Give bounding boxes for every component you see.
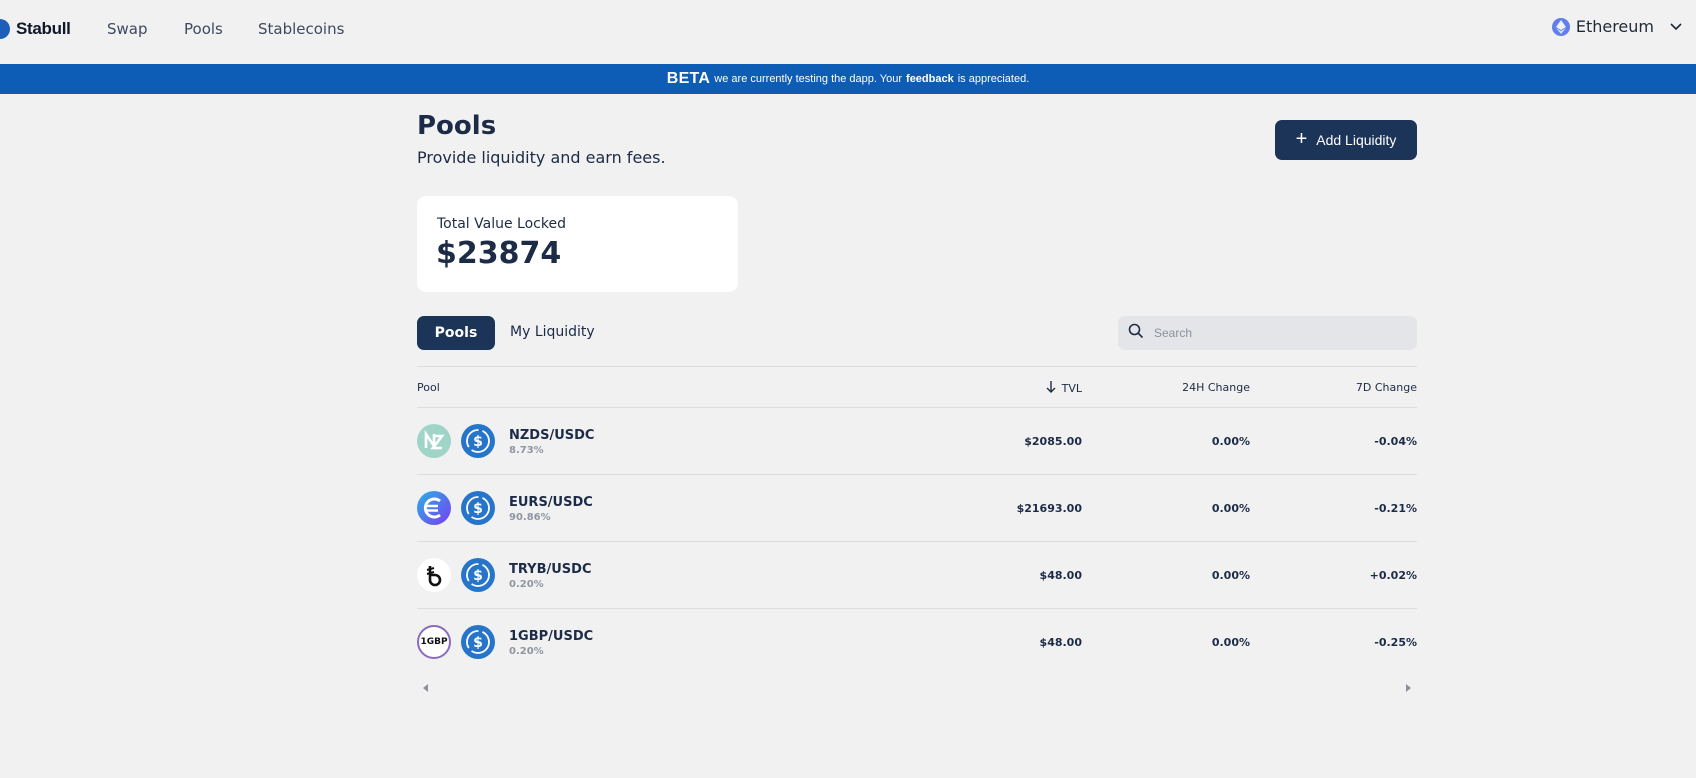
pool-7d-change: -0.21% <box>1374 502 1417 515</box>
eurs-icon <box>417 491 451 525</box>
table-horizontal-scrollbar[interactable] <box>417 677 1417 692</box>
tab-my-liquidity[interactable]: My Liquidity <box>510 324 595 340</box>
pool-pair: TRYB/USDC <box>509 562 592 577</box>
search-box[interactable] <box>1118 316 1417 350</box>
feedback-link[interactable]: feedback <box>906 73 954 85</box>
nzds-icon <box>417 424 451 458</box>
nav-link-swap[interactable]: Swap <box>107 20 148 38</box>
add-liquidity-label: Add Liquidity <box>1316 132 1397 148</box>
brand-logo[interactable]: Stabull <box>0 19 71 39</box>
svg-text:$: $ <box>473 568 483 584</box>
pool-tvl: $48.00 <box>1039 636 1082 649</box>
pool-pair: NZDS/USDC <box>509 428 595 443</box>
brand-name: Stabull <box>16 19 71 38</box>
banner-text-before: we are currently testing the dapp. Your <box>714 73 903 85</box>
1gbp-icon-text: 1GBP <box>420 637 448 647</box>
pool-24h-change: 0.00% <box>1211 569 1250 582</box>
pool-share: 0.20% <box>509 646 544 657</box>
usdc-icon: $ <box>461 424 495 458</box>
pool-24h-change: 0.00% <box>1211 502 1250 515</box>
chevron-down-icon <box>1670 18 1682 36</box>
table-row[interactable]: 1GBP $ 1GBP/USDC 0.20% $48.00 0.00% -0.2… <box>417 609 1417 676</box>
pool-24h-change: 0.00% <box>1211 636 1250 649</box>
nav-link-stablecoins[interactable]: Stablecoins <box>258 20 345 38</box>
table-row[interactable]: $ EURS/USDC 90.86% $21693.00 0.00% -0.21… <box>417 475 1417 542</box>
search-input[interactable] <box>1154 326 1394 340</box>
page-title: Pools <box>417 111 497 141</box>
pool-7d-change: -0.04% <box>1374 435 1417 448</box>
pool-tvl: $2085.00 <box>1024 435 1082 448</box>
pool-tvl: $48.00 <box>1039 569 1082 582</box>
top-nav: Stabull Swap Pools Stablecoins Ethereum <box>0 0 1696 64</box>
nav-link-pools[interactable]: Pools <box>184 20 223 38</box>
network-name: Ethereum <box>1575 17 1654 36</box>
banner-text-after: is appreciated. <box>957 73 1030 85</box>
pool-7d-change: +0.02% <box>1369 569 1417 582</box>
scroll-right-arrow-icon[interactable] <box>1405 679 1411 697</box>
column-header-tvl[interactable]: TVL <box>1046 381 1082 396</box>
pool-7d-change: -0.25% <box>1374 636 1417 649</box>
page-subtitle: Provide liquidity and earn fees. <box>417 148 666 167</box>
tryb-icon <box>417 558 451 592</box>
pools-table: Pool TVL 24H Change 7D Change $ NZDS/USD… <box>417 366 1417 676</box>
beta-banner: BETA we are currently testing the dapp. … <box>0 64 1696 94</box>
column-header-24h-change[interactable]: 24H Change <box>1182 381 1250 394</box>
stabull-logo-icon <box>0 19 12 39</box>
add-liquidity-button[interactable]: + Add Liquidity <box>1275 120 1417 160</box>
table-row[interactable]: $ TRYB/USDC 0.20% $48.00 0.00% +0.02% <box>417 542 1417 609</box>
tab-pools[interactable]: Pools <box>417 316 495 350</box>
pool-share: 0.20% <box>509 579 544 590</box>
pool-pair: 1GBP/USDC <box>509 629 594 644</box>
plus-icon: + <box>1295 128 1308 150</box>
svg-text:$: $ <box>473 501 483 517</box>
pool-pair: EURS/USDC <box>509 495 593 510</box>
1gbp-icon: 1GBP <box>417 625 451 659</box>
tvl-card: Total Value Locked $23874 <box>417 196 738 292</box>
table-row[interactable]: $ NZDS/USDC 8.73% $2085.00 0.00% -0.04% <box>417 408 1417 475</box>
pool-share: 8.73% <box>509 445 544 456</box>
sort-arrow-down-icon <box>1046 381 1056 396</box>
svg-text:$: $ <box>473 434 483 450</box>
svg-text:$: $ <box>473 635 483 651</box>
network-selector[interactable]: Ethereum <box>1551 17 1682 36</box>
beta-tag: BETA <box>666 70 711 87</box>
scroll-left-arrow-icon[interactable] <box>423 679 429 697</box>
usdc-icon: $ <box>461 625 495 659</box>
tvl-value: $23874 <box>436 236 562 271</box>
search-icon <box>1128 323 1144 344</box>
column-header-7d-change[interactable]: 7D Change <box>1355 381 1417 394</box>
table-header: Pool TVL 24H Change 7D Change <box>417 366 1417 408</box>
pool-share: 90.86% <box>509 512 551 523</box>
ethereum-icon <box>1551 17 1570 36</box>
usdc-icon: $ <box>461 558 495 592</box>
usdc-icon: $ <box>461 491 495 525</box>
tvl-label: Total Value Locked <box>437 216 566 232</box>
pool-24h-change: 0.00% <box>1211 435 1250 448</box>
pool-tvl: $21693.00 <box>1016 502 1082 515</box>
column-header-tvl-label: TVL <box>1061 382 1082 395</box>
column-header-pool[interactable]: Pool <box>417 381 440 394</box>
